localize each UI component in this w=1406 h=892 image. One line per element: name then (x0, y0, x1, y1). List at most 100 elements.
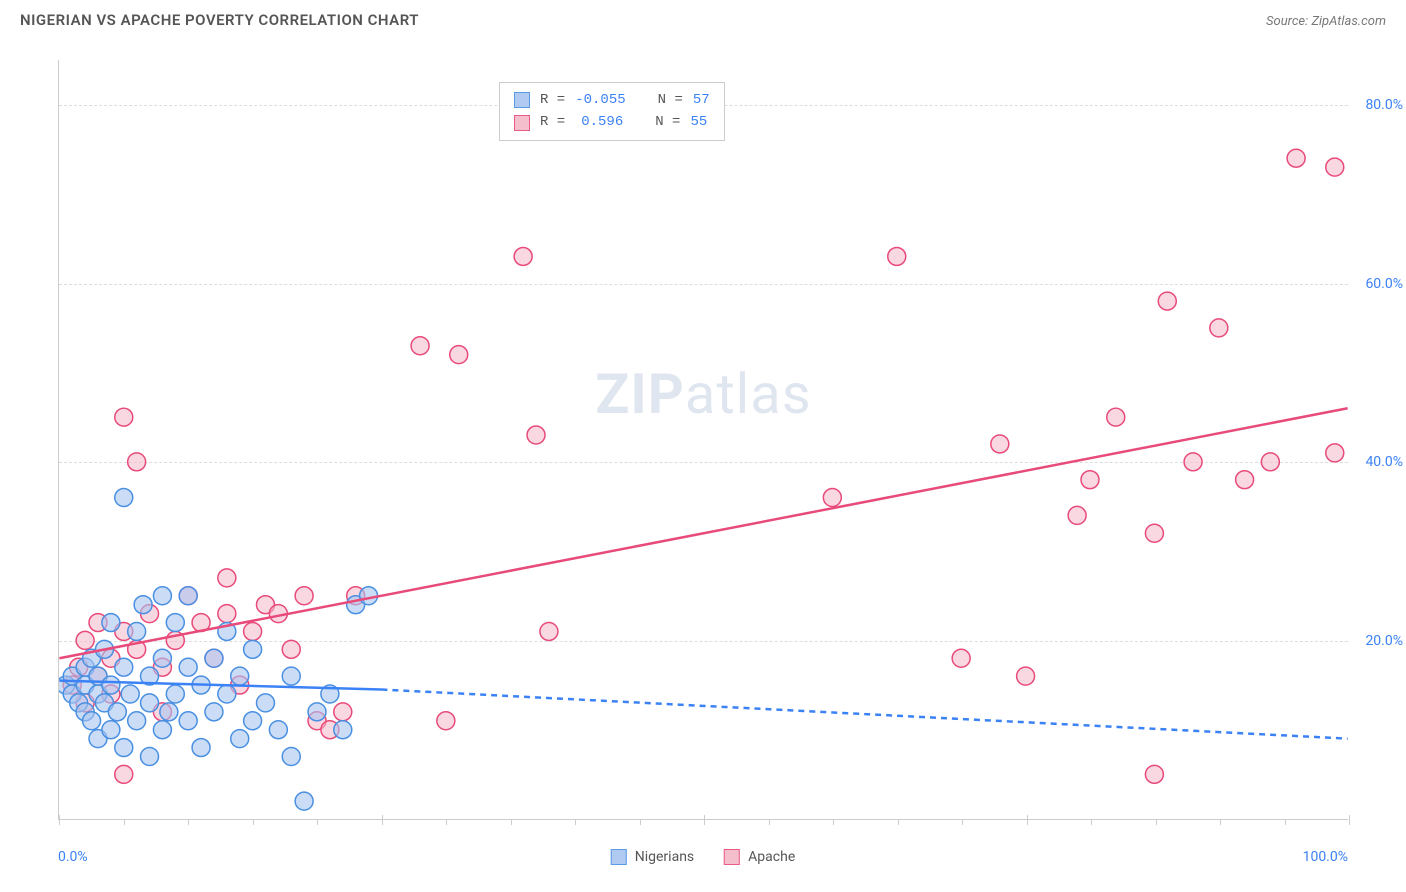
n-label: N = (655, 111, 680, 133)
data-point (218, 605, 236, 623)
r-value-nigerians: -0.055 (575, 89, 625, 111)
data-point (115, 658, 133, 676)
data-point (153, 587, 171, 605)
data-point (128, 622, 146, 640)
source-label: Source: (1266, 14, 1311, 29)
source-value: ZipAtlas.com (1311, 14, 1386, 29)
data-point (121, 685, 139, 703)
data-point (334, 703, 352, 721)
legend-label-apache: Apache (748, 849, 795, 865)
data-point (83, 712, 101, 730)
data-point (218, 685, 236, 703)
data-point (437, 712, 455, 730)
r-value-apache: 0.596 (581, 111, 623, 133)
x-tick (511, 819, 512, 825)
data-point (244, 712, 262, 730)
x-tick (833, 819, 834, 825)
data-point (102, 614, 120, 632)
data-point (1017, 667, 1035, 685)
data-point (128, 712, 146, 730)
data-point (153, 721, 171, 739)
stats-legend: R = -0.055 N = 57 R = 0.596 N = 55 (499, 82, 725, 141)
data-point (179, 712, 197, 730)
data-point (179, 587, 197, 605)
data-point (102, 721, 120, 739)
data-point (411, 337, 429, 355)
data-point (166, 614, 184, 632)
swatch-apache (514, 115, 530, 131)
data-point (527, 426, 545, 444)
x-tick (1349, 815, 1350, 825)
x-tick (769, 819, 770, 825)
data-point (141, 748, 159, 766)
x-tick (575, 819, 576, 825)
data-point (1210, 319, 1228, 337)
x-tick (446, 819, 447, 825)
r-label: R = (540, 89, 565, 111)
chart-container: Poverty ZIPatlas R = -0.055 N = 57 R = 0… (20, 40, 1386, 860)
stats-row-nigerians: R = -0.055 N = 57 (514, 89, 710, 111)
data-point (1081, 471, 1099, 489)
data-point (540, 622, 558, 640)
data-point (1261, 453, 1279, 471)
data-point (1287, 149, 1305, 167)
source-attribution: Source: ZipAtlas.com (1266, 10, 1386, 29)
data-point (888, 247, 906, 265)
chart-title: NIGERIAN VS APACHE POVERTY CORRELATION C… (20, 11, 419, 29)
data-point (1158, 292, 1176, 310)
x-tick (640, 819, 641, 825)
swatch-nigerians (514, 92, 530, 108)
data-point (308, 703, 326, 721)
legend-item-apache: Apache (724, 849, 795, 865)
data-point (218, 569, 236, 587)
y-tick-label: 20.0% (1365, 633, 1403, 649)
swatch-apache (724, 849, 740, 865)
data-point (115, 739, 133, 757)
data-point (1184, 453, 1202, 471)
x-tick (188, 819, 189, 825)
data-point (269, 721, 287, 739)
data-point (450, 346, 468, 364)
data-point (231, 730, 249, 748)
data-point (1107, 408, 1125, 426)
data-point (282, 667, 300, 685)
r-label: R = (540, 111, 565, 133)
data-point (115, 489, 133, 507)
data-point (179, 658, 197, 676)
data-point (1326, 158, 1344, 176)
data-point (1145, 765, 1163, 783)
data-point (1236, 471, 1254, 489)
data-point (141, 694, 159, 712)
data-point (192, 739, 210, 757)
x-tick (1091, 819, 1092, 825)
x-tick-left: 0.0% (58, 849, 88, 865)
data-point (1326, 444, 1344, 462)
data-point (153, 649, 171, 667)
data-point (115, 408, 133, 426)
data-point (823, 489, 841, 507)
data-point (244, 640, 262, 658)
data-point (1145, 524, 1163, 542)
data-point (282, 748, 300, 766)
data-point (115, 765, 133, 783)
data-point (360, 587, 378, 605)
y-tick-label: 80.0% (1365, 97, 1403, 113)
data-point (205, 649, 223, 667)
x-tick (962, 819, 963, 825)
data-point (295, 587, 313, 605)
data-point (514, 247, 532, 265)
data-point (282, 640, 300, 658)
x-tick (1220, 819, 1221, 825)
data-point (205, 703, 223, 721)
x-tick (1156, 819, 1157, 825)
n-label: N = (658, 89, 683, 111)
x-tick (1285, 819, 1286, 825)
stats-row-apache: R = 0.596 N = 55 (514, 111, 710, 133)
data-point (295, 792, 313, 810)
swatch-nigerians (611, 849, 627, 865)
data-point (128, 453, 146, 471)
data-point (102, 676, 120, 694)
data-point (134, 596, 152, 614)
data-point (166, 685, 184, 703)
x-tick (124, 819, 125, 825)
